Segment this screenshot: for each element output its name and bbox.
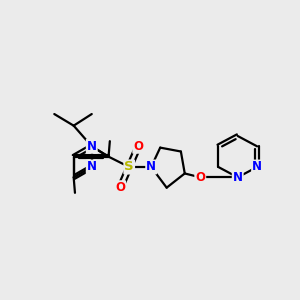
Text: S: S bbox=[124, 160, 134, 173]
Text: O: O bbox=[195, 171, 205, 184]
Text: N: N bbox=[233, 171, 243, 184]
Text: N: N bbox=[146, 160, 156, 173]
Text: N: N bbox=[252, 160, 262, 173]
Text: O: O bbox=[115, 181, 125, 194]
Text: N: N bbox=[87, 140, 97, 153]
Text: O: O bbox=[133, 140, 143, 153]
Text: N: N bbox=[87, 160, 97, 173]
